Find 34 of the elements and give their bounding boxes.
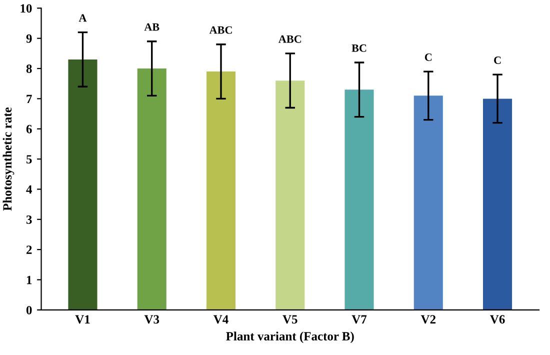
bar (68, 59, 98, 310)
annotation: C (424, 53, 432, 61)
x-tick-label: V7 (352, 315, 367, 324)
y-tick-label: 4 (26, 185, 32, 194)
bar (206, 72, 236, 310)
y-axis-title: Photosynthetic rate (2, 107, 14, 211)
x-axis-title: Plant variant (Factor B) (226, 332, 354, 344)
bar (414, 96, 443, 310)
annotation: ABC (209, 26, 232, 34)
annotation: ABC (278, 35, 302, 43)
y-tick-label: 9 (26, 34, 32, 43)
y-tick-label: 1 (26, 276, 32, 284)
y-tick-label: 0 (26, 306, 32, 314)
annotation: A (78, 14, 87, 22)
y-tick-label: 3 (26, 215, 32, 224)
x-tick-label: V2 (420, 315, 436, 324)
bar (137, 68, 166, 310)
annotation: BC (352, 44, 366, 52)
y-tick-label: 8 (26, 64, 32, 73)
bar (276, 80, 305, 310)
y-tick-label: 7 (26, 94, 32, 104)
x-tick-label: V1 (75, 315, 90, 324)
y-tick-label: 5 (26, 155, 32, 164)
x-tick-label: V5 (282, 315, 298, 324)
y-tick-label: 10 (20, 4, 32, 13)
y-tick-label: 6 (26, 124, 32, 134)
x-tick-label: V4 (213, 315, 228, 324)
annotation: C (494, 56, 501, 64)
bar (483, 98, 512, 310)
x-tick-label: V3 (144, 315, 160, 324)
annotation: AB (144, 23, 160, 31)
bar (344, 90, 374, 310)
x-tick-label: V6 (490, 315, 505, 324)
y-tick-label: 2 (26, 246, 32, 254)
